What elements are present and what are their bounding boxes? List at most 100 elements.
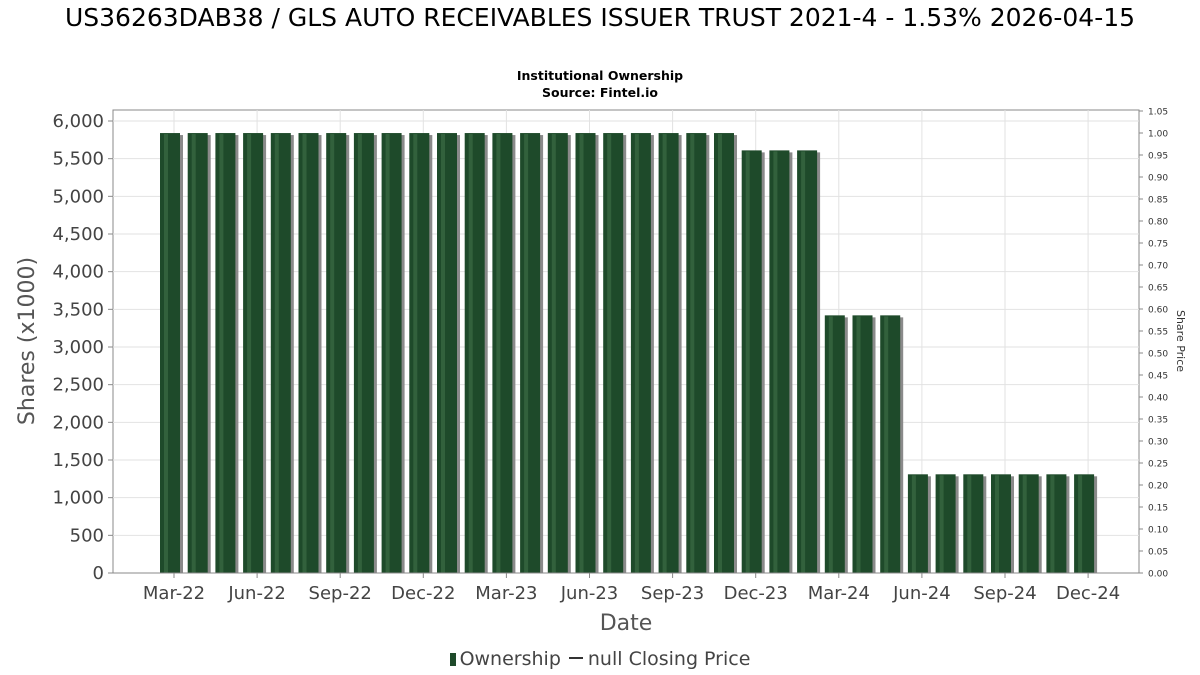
y2-tick-label: 0.90 [1148,174,1168,184]
y2-tick-label: 0.15 [1148,504,1168,514]
x-axis-label: Date [600,611,653,636]
y-tick-label: 1,000 [52,488,104,509]
bar [797,150,818,573]
y2-tick-label: 0.65 [1148,284,1168,294]
bar [187,133,208,573]
bar-highlight [662,134,667,573]
bar-highlight [330,134,335,573]
y-tick-label: 500 [70,525,104,546]
x-tick-label: Dec-23 [724,583,788,604]
y-tick-label: 4,500 [52,224,104,245]
y-axis-ticks: 0 500 1,000 1,500 2,000 2,500 3,000 3,500 4,000 4… [52,111,113,584]
y-tick-label: 2,500 [52,375,104,396]
bar-highlight [468,134,473,573]
y2-tick-label: 0.50 [1148,350,1168,360]
bar-highlight [773,151,778,573]
y-tick-label: 1,500 [52,450,104,471]
bar [880,315,901,573]
bar-highlight [745,151,750,573]
bar [658,133,679,573]
x-tick-label: Jun-23 [560,583,619,604]
y2-tick-label: 1.05 [1148,108,1168,118]
bar [1074,474,1095,573]
x-tick-label: Mar-22 [143,583,205,604]
bar [437,133,457,573]
bar [686,133,707,573]
subtitle-line-source: Source: Fintel.io [542,85,658,100]
subtitle-line-ownership: Institutional Ownership [516,68,684,83]
y2-tick-label: 0.00 [1148,570,1168,580]
y-tick-label: 5,500 [52,149,104,170]
y2-tick-label: 0.35 [1148,416,1168,426]
legend-label-closing-price: null Closing Price [587,648,751,670]
bar [326,133,347,573]
bar-highlight [302,134,307,573]
bar [963,474,984,573]
y2-tick-label: 0.25 [1148,460,1168,470]
x-tick-label: Sep-24 [973,583,1036,604]
bar [769,150,790,573]
bar-highlight [1050,475,1055,573]
bar-highlight [911,475,916,573]
y2-tick-label: 0.10 [1148,526,1168,536]
bar-highlight [939,475,944,573]
bar-highlight [1022,475,1027,573]
bar-highlight [856,316,861,573]
bar-highlight [496,134,501,573]
x-tick-label: Jun-22 [227,583,286,604]
bar [824,315,845,573]
bar-highlight [357,134,362,573]
bar [160,133,180,573]
y-tick-label: 5,000 [52,186,104,207]
bar [1046,474,1067,573]
x-tick-label: Mar-24 [808,583,870,604]
chart-legend: Ownership null Closing Price [0,647,1200,671]
x-tick-label: Dec-22 [391,583,455,604]
y2-tick-label: 0.60 [1148,306,1168,316]
bar-highlight [828,316,833,573]
y2-tick-label: 0.05 [1148,548,1168,558]
x-tick-label: Jun-24 [892,583,951,604]
y2-axis-ticks: 0.00 0.05 0.10 0.15 0.20 0.25 0.30 0.35 0.40 0.45… [1139,108,1168,580]
bar [381,133,402,573]
bar-highlight [690,134,695,573]
bar-series-ownership [160,133,1098,573]
y-axis-label: Shares (x1000) [15,257,40,425]
y2-tick-label: 0.85 [1148,196,1168,206]
bar [741,150,762,573]
y-tick-label: 6,000 [52,111,104,132]
bar [630,133,651,573]
bar [852,315,873,573]
bar [603,133,624,573]
bar [1018,474,1039,573]
bar [935,474,956,573]
y2-tick-label: 0.20 [1148,482,1168,492]
y2-axis-label: Share Price [1174,310,1187,372]
x-tick-label: Sep-22 [309,583,372,604]
bar [215,133,236,573]
bar-highlight [164,134,168,573]
bar [907,474,928,573]
legend-swatch-ownership [449,653,456,666]
bar-highlight [413,134,418,573]
y2-tick-label: 0.55 [1148,328,1168,338]
bar-highlight [274,134,279,573]
y2-tick-label: 0.45 [1148,372,1168,382]
chart-title: US36263DAB38 / GLS AUTO RECEIVABLES ISSU… [64,3,1136,32]
bar [492,133,513,573]
y-tick-label: 0 [93,563,104,584]
bar-highlight [634,134,639,573]
y-tick-label: 2,000 [52,412,104,433]
y2-tick-label: 0.70 [1148,262,1168,272]
legend-swatch-closing-price [568,657,583,659]
bar-highlight [247,134,252,573]
bar [270,133,291,573]
y2-tick-label: 1.00 [1148,130,1168,140]
y-tick-label: 3,500 [52,299,104,320]
bar-highlight [219,134,224,573]
bar-highlight [441,134,445,573]
y2-tick-label: 0.75 [1148,240,1168,250]
y2-tick-label: 0.80 [1148,218,1168,228]
bar-highlight [607,134,612,573]
